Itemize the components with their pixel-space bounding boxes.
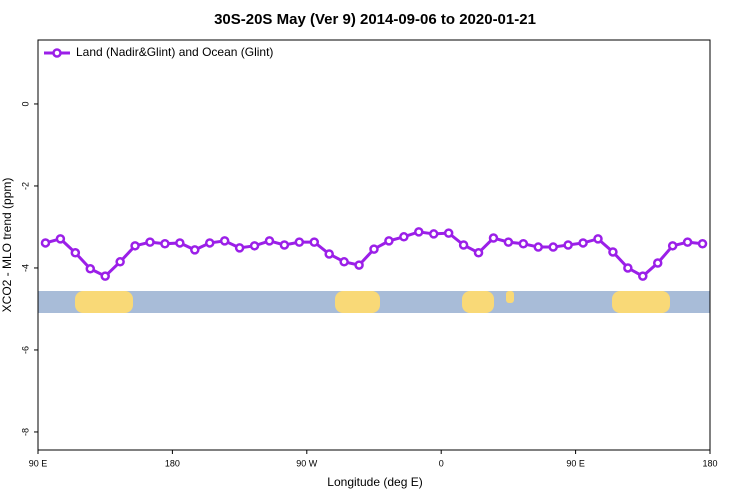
point xyxy=(638,271,648,281)
point xyxy=(384,236,394,246)
point xyxy=(563,240,573,250)
map-band xyxy=(38,291,710,313)
point xyxy=(175,238,185,248)
point xyxy=(130,241,140,251)
series-line xyxy=(45,230,703,278)
land-patch xyxy=(462,291,494,313)
point xyxy=(279,240,290,250)
point xyxy=(249,241,260,251)
point xyxy=(533,242,544,252)
point xyxy=(697,239,708,249)
point xyxy=(652,258,663,268)
land-patch xyxy=(506,291,514,303)
y-tick-label: 0 xyxy=(20,101,30,106)
point xyxy=(473,248,484,258)
point xyxy=(458,240,469,250)
point xyxy=(339,257,349,267)
y-tick-label: -8 xyxy=(20,428,30,436)
point xyxy=(309,237,320,247)
point xyxy=(623,263,633,273)
y-axis-label: XCO2 - MLO trend (ppm) xyxy=(0,178,14,313)
x-axis-label: Longitude (deg E) xyxy=(327,475,422,489)
x-tick-label: 90 W xyxy=(296,458,318,468)
x-tick-label: 90 E xyxy=(29,458,48,468)
point xyxy=(115,257,125,267)
point xyxy=(608,247,618,257)
y-tick-label: -6 xyxy=(20,346,30,354)
point xyxy=(190,245,200,255)
x-tick-label: 180 xyxy=(165,458,180,468)
point xyxy=(578,238,588,248)
point xyxy=(414,227,424,237)
land-patch xyxy=(612,291,670,313)
point xyxy=(100,271,110,281)
point xyxy=(667,241,678,251)
point xyxy=(488,233,499,243)
point xyxy=(145,237,155,247)
point xyxy=(399,232,409,242)
point xyxy=(40,238,51,248)
y-tick-label: -2 xyxy=(20,182,30,190)
point xyxy=(324,249,334,259)
point xyxy=(264,236,275,246)
chart-title: 30S-20S May (Ver 9) 2014-09-06 to 2020-0… xyxy=(214,11,536,28)
point xyxy=(55,234,66,244)
plot-frame xyxy=(37,39,711,451)
x-tick-label: 0 xyxy=(439,458,444,468)
point xyxy=(548,242,558,252)
point xyxy=(518,239,529,249)
point xyxy=(369,244,379,254)
point xyxy=(593,234,603,244)
point xyxy=(682,237,693,247)
land-patch xyxy=(335,291,380,313)
point xyxy=(428,229,439,239)
point xyxy=(503,237,514,247)
legend-label: Land (Nadir&Glint) and Ocean (Glint) xyxy=(76,45,273,59)
x-tick-label: 180 xyxy=(702,458,717,468)
land-patch xyxy=(75,291,133,313)
point xyxy=(234,243,245,253)
point xyxy=(70,248,81,258)
y-tick-label: -4 xyxy=(20,264,30,272)
point xyxy=(443,228,454,238)
point xyxy=(160,239,170,249)
point xyxy=(204,238,215,248)
point xyxy=(354,260,364,270)
point xyxy=(85,264,96,274)
point xyxy=(219,236,230,246)
x-tick-label: 90 E xyxy=(566,458,585,468)
point xyxy=(294,237,305,247)
legend-marker xyxy=(52,48,62,58)
